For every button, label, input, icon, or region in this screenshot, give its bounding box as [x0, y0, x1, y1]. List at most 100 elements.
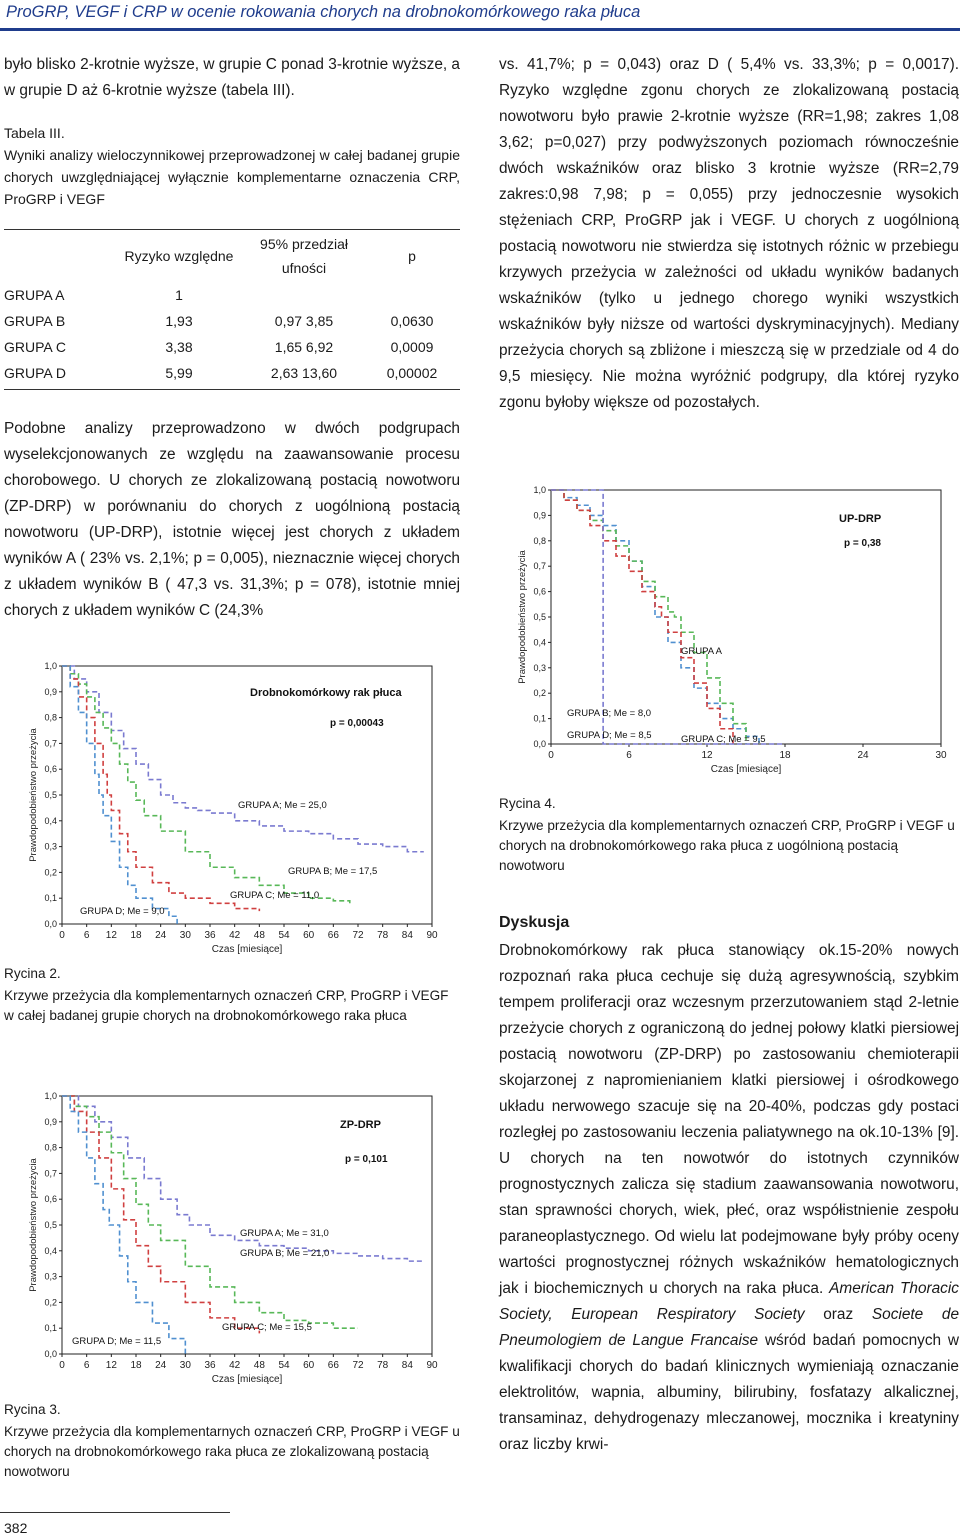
table-bottom-rule	[4, 389, 460, 390]
chart-title: Drobnokomórkowy rak płuca	[250, 687, 402, 699]
table-cell: 0,97 3,85	[274, 313, 334, 329]
header-rule	[0, 28, 960, 31]
group-median-label: GRUPA D; Me = 9,0	[80, 906, 165, 917]
x-tick-label: 84	[402, 930, 414, 941]
x-tick-label: 60	[303, 1360, 315, 1371]
table-row: GRUPA A 1	[4, 282, 460, 308]
x-tick-label: 0	[59, 1360, 65, 1371]
discussion-paragraph: Drobnokomórkowy rak płuca stanowiący ok.…	[499, 938, 959, 1458]
table-cell: 1,93	[165, 313, 193, 329]
y-tick-label: 0,1	[44, 893, 57, 903]
x-tick-label: 12	[106, 930, 118, 941]
table-cell: GRUPA A	[4, 287, 65, 303]
plot-frame	[61, 665, 433, 925]
results-table: Ryzyko względne 95% przedział ufności p …	[4, 230, 460, 386]
x-tick-label: 0	[548, 750, 554, 761]
x-tick-label: 18	[130, 1360, 142, 1371]
x-tick-label: 48	[254, 1360, 266, 1371]
y-tick-label: 0,8	[44, 713, 57, 723]
y-tick-label: 0,7	[533, 561, 546, 571]
chart-p-value: p = 0,00043	[330, 718, 384, 729]
figure-2-label: Rycina 2.	[4, 966, 61, 981]
footer-rule	[0, 1512, 230, 1513]
figure-2-chart: 0,0 0,1 0,2 0,3 0,4 0,5 0,6 0,7 0,8 0,9 1,0 0 6 12 18 2…	[0, 656, 460, 956]
discussion-italic-societies: American Thoracic Society, European Resp…	[499, 1280, 959, 1323]
table-caption: Wyniki analizy wieloczynnikowej przeprow…	[4, 147, 460, 207]
x-tick-label: 12	[701, 750, 713, 761]
group-median-label: GRUPA B; Me = 21,0	[240, 1248, 329, 1259]
survival-curve-2	[551, 489, 734, 744]
table-row: GRUPA C 3,38 1,65 6,92 0,0009	[4, 334, 460, 360]
x-tick-label: 36	[204, 1360, 216, 1371]
y-tick-label: 1,0	[44, 1091, 57, 1101]
y-tick-label: 0,7	[44, 738, 57, 748]
y-tick-label: 0,0	[44, 1349, 57, 1359]
survival-curve-1	[62, 1095, 358, 1329]
survival-curve-0	[62, 665, 424, 853]
paragraph-relative-risk: vs. 41,7%; p = 0,043) oraz D ( 5,4% vs. …	[499, 56, 959, 411]
x-tick-label: 12	[106, 1360, 118, 1371]
y-tick-label: 0,2	[533, 688, 546, 698]
y-tick-label: 0,5	[44, 1220, 57, 1230]
table-cell: 0,0009	[390, 339, 434, 355]
y-tick-label: 0,2	[44, 867, 57, 877]
x-tick-label: 78	[377, 1360, 389, 1371]
x-tick-label: 90	[426, 1360, 438, 1371]
y-tick-label: 0,2	[44, 1297, 57, 1307]
y-tick-label: 0,6	[44, 764, 57, 774]
group-median-label: GRUPA A; Me = 31,0	[240, 1228, 329, 1239]
table-cell: 3,38	[165, 339, 193, 355]
x-axis-label: Czas [miesiące]	[212, 944, 283, 955]
y-tick-label: 0,9	[44, 1117, 57, 1127]
group-median-label: GRUPA C; Me = 11,0	[230, 890, 319, 901]
group-median-label: GRUPA B; Me = 17,5	[288, 866, 377, 877]
intro-paragraph: było blisko 2-krotnie wyższe, w grupie C…	[4, 56, 460, 99]
page-number: 382	[4, 1520, 28, 1536]
table-cell: GRUPA D	[4, 365, 66, 381]
x-tick-label: 84	[402, 1360, 414, 1371]
x-tick-label: 0	[59, 930, 65, 941]
y-tick-label: 0,0	[533, 739, 546, 749]
figure-2-caption: Krzywe przeżycia dla komplementarnych oz…	[4, 988, 449, 1023]
survival-curve-3	[62, 1095, 187, 1354]
y-tick-label: 0,3	[533, 663, 546, 673]
plot-frame	[550, 489, 942, 745]
paragraph-subgroups: Podobne analizy przeprowadzono w dwóch p…	[4, 420, 460, 619]
y-tick-label: 1,0	[533, 485, 546, 495]
survival-curve-2	[62, 665, 261, 912]
table-cell: 0,0630	[390, 313, 434, 329]
x-tick-label: 30	[180, 930, 192, 941]
survival-curve-0	[551, 489, 760, 744]
discussion-text: wśród badań pomocnych w kwalifikacji cho…	[499, 1332, 960, 1453]
x-tick-label: 42	[229, 1360, 241, 1371]
discussion-text: oraz	[823, 1306, 854, 1323]
discussion-text: Drobnokomórkowy rak płuca stanowiący ok.…	[499, 942, 959, 1297]
chart-p-value: p = 0,38	[844, 538, 881, 549]
plot-frame	[61, 1095, 433, 1355]
table-top-rule	[4, 229, 460, 230]
y-tick-label: 0,4	[44, 1246, 57, 1256]
y-tick-label: 0,9	[44, 687, 57, 697]
group-median-label: GRUPA C; Me = 9,5	[681, 734, 766, 745]
y-tick-label: 0,1	[533, 714, 546, 724]
x-axis-label: Czas [miesiące]	[711, 764, 782, 775]
y-tick-label: 0,8	[533, 536, 546, 546]
x-tick-label: 36	[204, 930, 216, 941]
x-tick-label: 78	[377, 930, 389, 941]
table-header-cell	[4, 230, 114, 282]
group-median-label: GRUPA A; Me = 25,0	[238, 800, 327, 811]
survival-curve-3	[62, 665, 178, 924]
figure-3-caption: Krzywe przeżycia dla komplementarnych oz…	[4, 1424, 460, 1479]
x-tick-label: 54	[278, 1360, 290, 1371]
y-tick-label: 0,4	[44, 816, 57, 826]
table-cell: 2,63 13,60	[270, 365, 338, 381]
y-tick-label: 1,0	[44, 661, 57, 671]
table-header-cell: Ryzyko względne	[124, 248, 234, 264]
x-tick-label: 24	[857, 750, 869, 761]
survival-curve-1	[62, 665, 351, 904]
table-cell: GRUPA B	[4, 313, 66, 329]
group-median-label: GRUPA A	[681, 646, 723, 657]
x-tick-label: 24	[155, 1360, 167, 1371]
chart-title: UP-DRP	[839, 513, 881, 525]
y-axis-label: Prawdopodobieństwo przeżycia	[517, 549, 528, 683]
